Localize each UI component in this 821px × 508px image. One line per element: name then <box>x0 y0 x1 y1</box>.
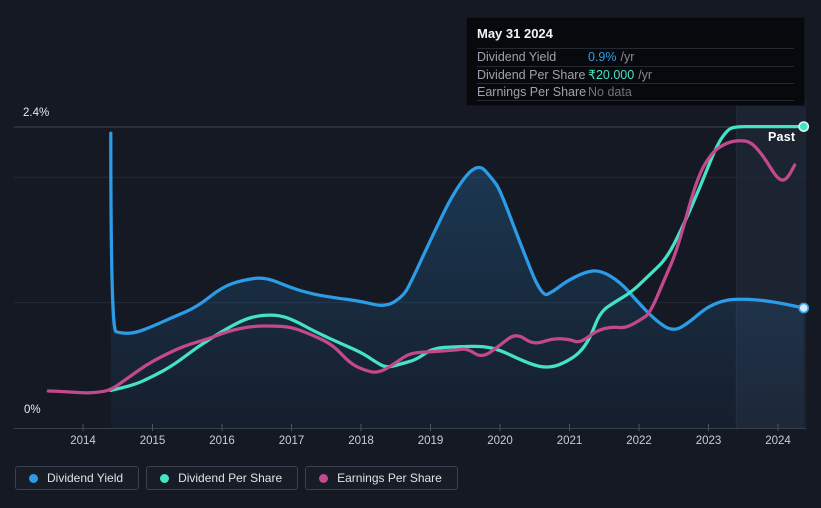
x-axis-label-2017: 2017 <box>279 435 305 447</box>
chart-tooltip: May 31 2024 Dividend Yield 0.9% /yr Divi… <box>466 17 805 106</box>
tooltip-row-earnings-per-share: Earnings Per Share No data <box>477 83 794 101</box>
x-axis-label-2019: 2019 <box>418 435 444 447</box>
tooltip-value: No data <box>588 84 632 99</box>
legend-label: Dividend Per Share <box>178 471 283 485</box>
x-axis-label-2014: 2014 <box>70 435 96 447</box>
dividend-yield-area-fill <box>110 133 804 429</box>
tooltip-value: ₹20.000 <box>588 68 635 83</box>
end-dot-dividend-yield <box>798 302 810 314</box>
x-axis-label-2023: 2023 <box>696 435 722 447</box>
tooltip-date: May 31 2024 <box>477 26 553 41</box>
tooltip-unit: /yr <box>620 50 635 65</box>
x-axis-label-2018: 2018 <box>348 435 374 447</box>
y-axis-zero-label: 0% <box>24 404 41 416</box>
legend-item-earnings-per-share[interactable]: Earnings Per Share <box>305 466 458 490</box>
legend-dot-icon <box>319 473 329 483</box>
legend-item-dividend-per-share[interactable]: Dividend Per Share <box>146 466 299 490</box>
legend-item-dividend-yield[interactable]: Dividend Yield <box>15 466 140 490</box>
tooltip-row-dividend-yield: Dividend Yield 0.9% /yr <box>477 48 794 66</box>
x-axis-label-2021: 2021 <box>557 435 583 447</box>
legend-dot-icon <box>29 473 38 483</box>
y-axis-max-label: 2.4% <box>23 107 50 119</box>
tooltip-label: Dividend Yield <box>477 50 557 65</box>
past-period-label: Past <box>768 130 796 144</box>
x-axis-label-2024: 2024 <box>765 435 791 447</box>
tooltip-label: Dividend Per Share <box>477 67 586 82</box>
tooltip-label: Earnings Per Share <box>477 84 587 99</box>
tooltip-value: 0.9% <box>588 50 617 65</box>
x-axis-label-2015: 2015 <box>140 435 166 447</box>
series-line-earnings-per-share <box>46 139 797 395</box>
series-line-dividend-yield <box>109 131 806 335</box>
legend-label: Dividend Yield <box>47 471 124 485</box>
tooltip-unit: /yr <box>638 67 653 82</box>
tooltip-row-dividend-per-share: Dividend Per Share ₹20.000 /yr <box>477 65 794 84</box>
legend-label: Earnings Per Share <box>337 471 442 485</box>
chart-legend: Dividend Yield Dividend Per Share Earnin… <box>15 466 458 490</box>
x-axis-label-2022: 2022 <box>626 435 652 447</box>
x-axis-label-2016: 2016 <box>209 435 235 447</box>
end-dot-dividend-per-share <box>798 121 810 132</box>
x-axis-label-2020: 2020 <box>487 435 513 447</box>
legend-dot-icon <box>160 473 170 483</box>
